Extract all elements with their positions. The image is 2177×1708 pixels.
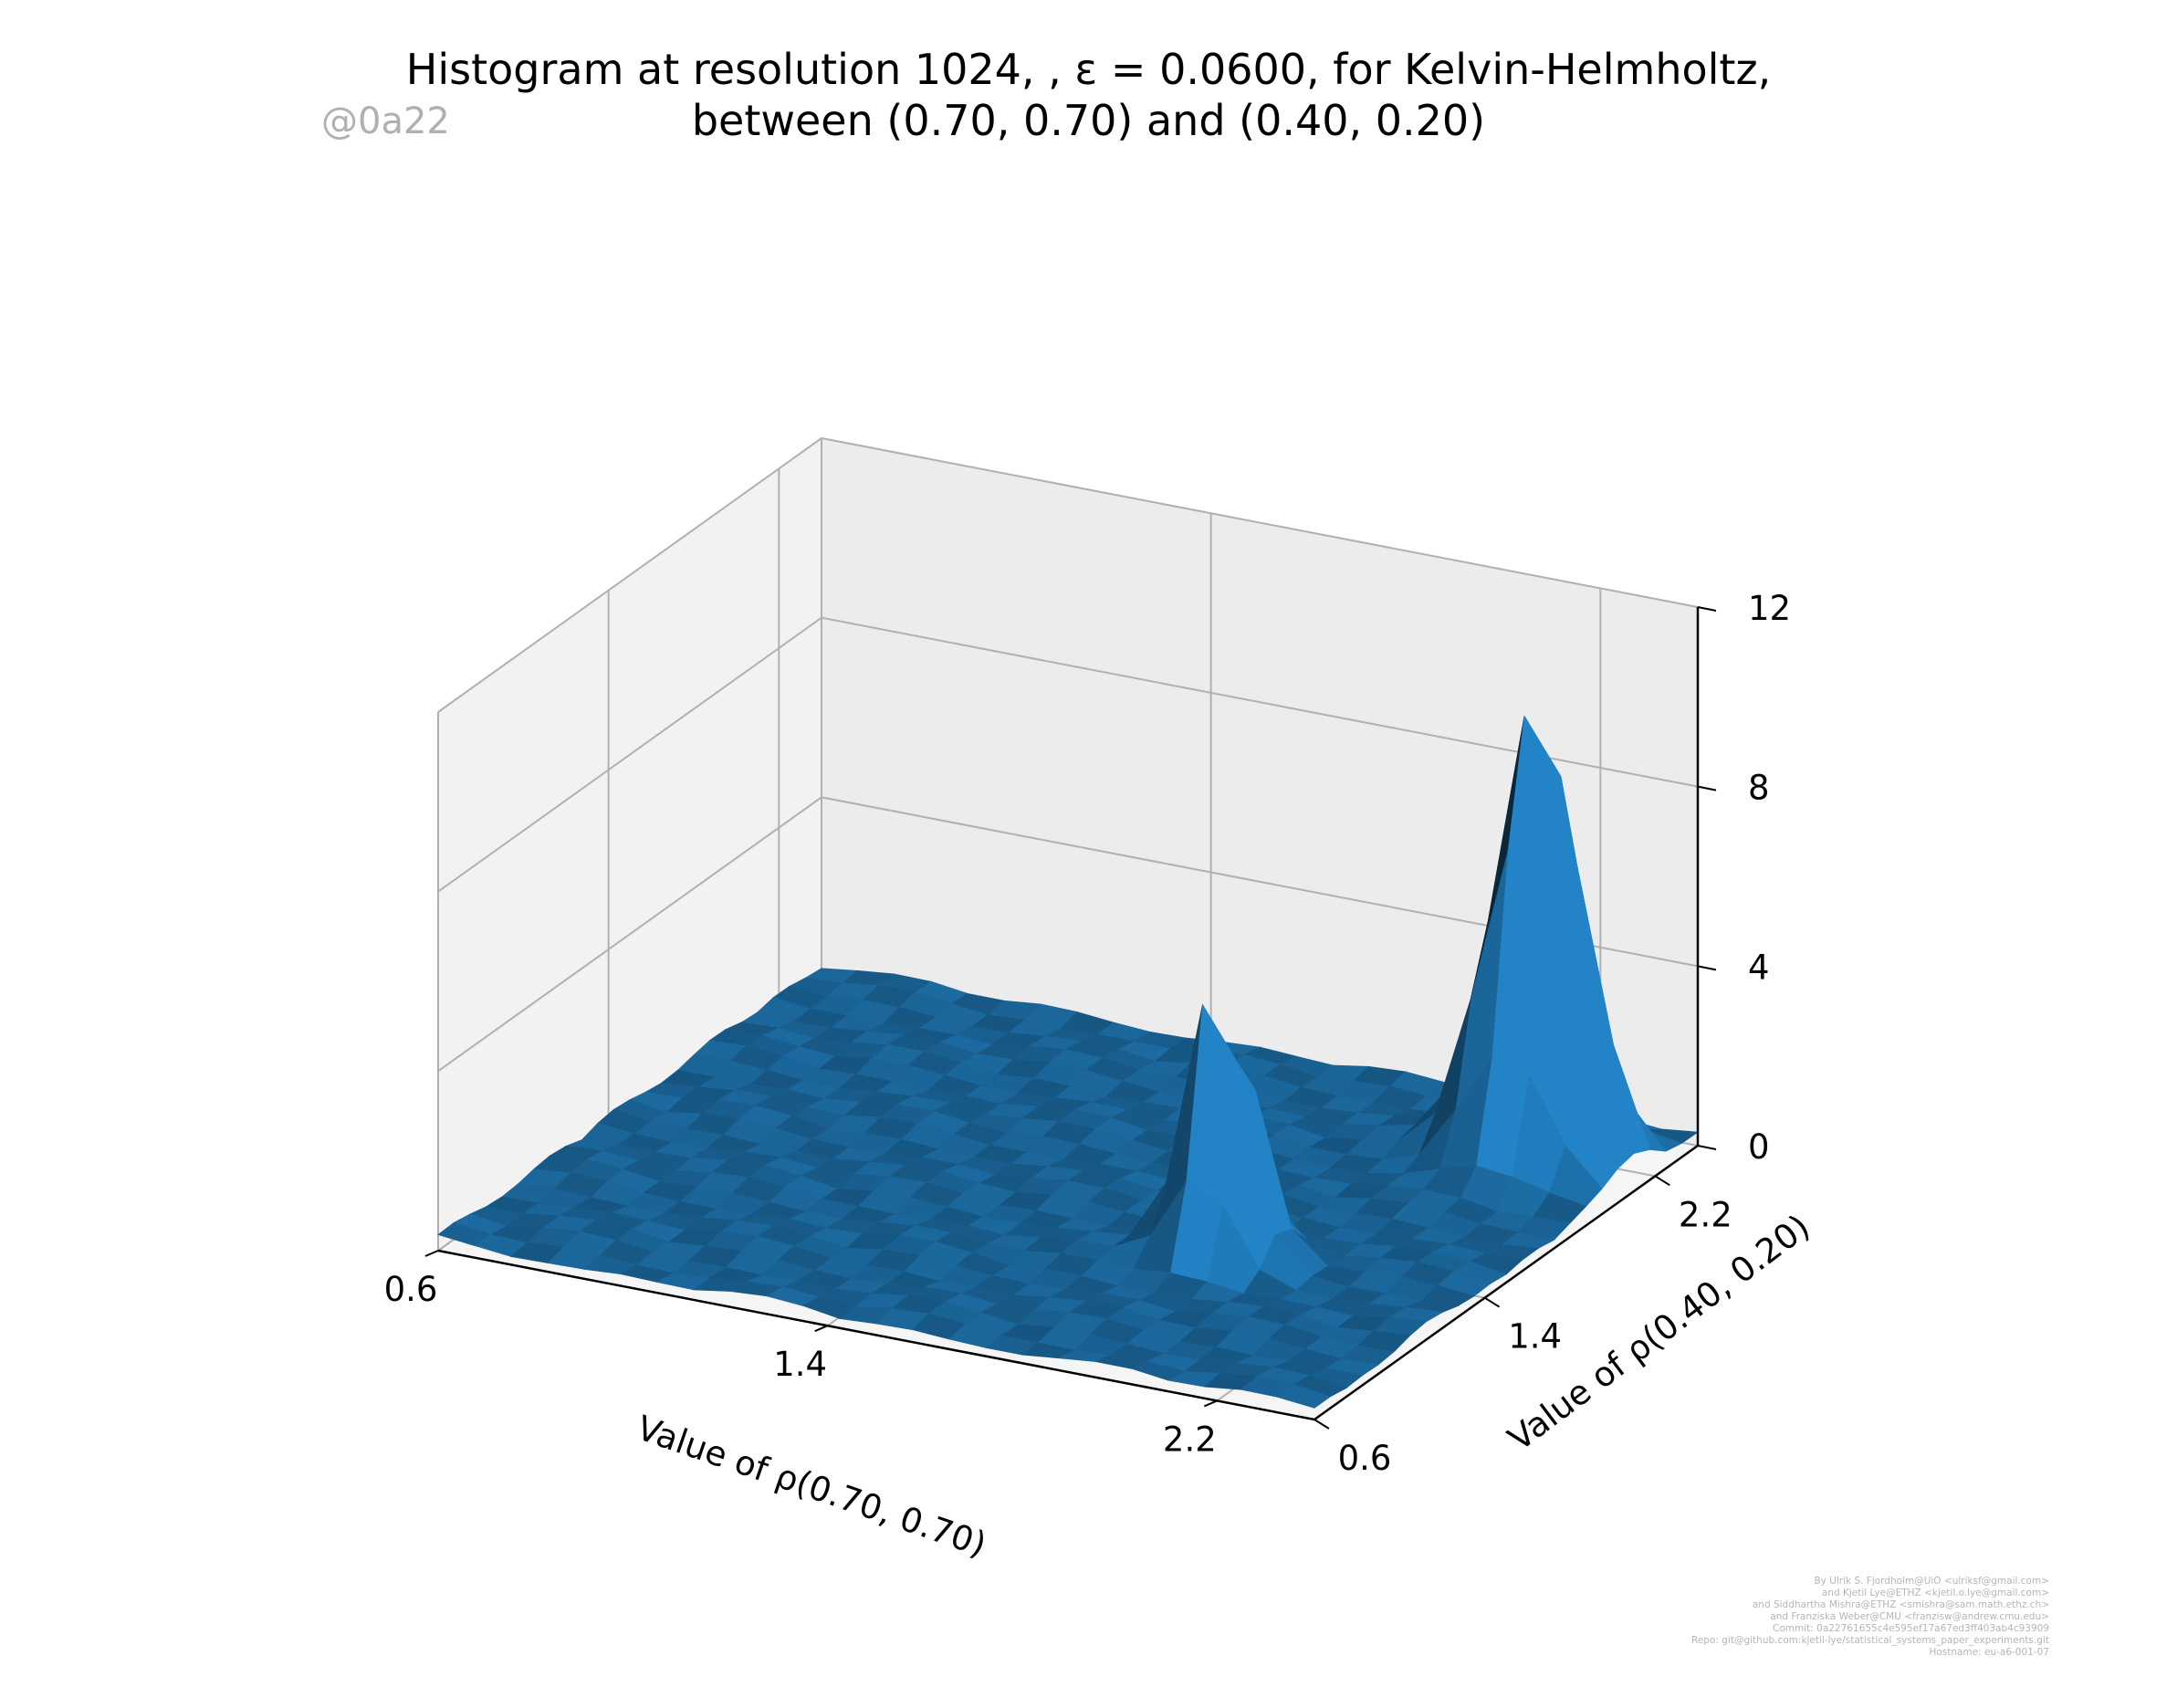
credit-line: and Kjetil Lye@ETHZ <kjetil.o.lye@gmail.… [1821, 1587, 2049, 1598]
z-tick [1697, 1145, 1717, 1150]
z-grid-line [437, 796, 1699, 1073]
y-tick-label: 1.4 [1508, 1317, 1562, 1357]
credit-line: By Ulrik S. Fjordholm@UiO <ulriksf@gmail… [1814, 1576, 2049, 1587]
y-tick [1484, 1296, 1501, 1308]
x-tick-label: 2.2 [1163, 1420, 1217, 1459]
chart-title-line-1: Histogram at resolution 1024, , ε = 0.06… [405, 45, 1772, 94]
x-tick-label: 0.6 [384, 1270, 438, 1309]
y-tick [1314, 1419, 1330, 1430]
axis-lines [424, 606, 1717, 1430]
y-tick-label: 2.2 [1679, 1195, 1732, 1234]
z-tick-label: 4 [1748, 948, 1770, 987]
x-tick [424, 1250, 439, 1257]
z-grid-line [437, 616, 1699, 893]
chart-title-line-2: between (0.70, 0.70) and (0.40, 0.20) [691, 96, 1486, 145]
x-tick [1203, 1399, 1218, 1408]
z-tick [1697, 785, 1717, 791]
credit-line: and Franziska Weber@CMU <franzisw@andrew… [1770, 1611, 2049, 1622]
y-axis-line [1314, 1144, 1699, 1421]
x-tick [814, 1325, 829, 1333]
z-tick-label: 8 [1748, 769, 1770, 808]
z-tick-label: 12 [1748, 589, 1791, 628]
credit-line: Repo: git@github.com:kjetil-lye/statisti… [1691, 1635, 2049, 1646]
credit-line: and Siddhartha Mishra@ETHZ <smishra@sam.… [1752, 1599, 2049, 1610]
surface-mesh [437, 715, 1700, 1409]
x-axis-label: Value of ρ(0.70, 0.70) [632, 1409, 991, 1565]
tick-labels: 0.6 1.4 2.2 0.6 1.4 2.2 0 4 8 12 [384, 589, 1792, 1478]
surface-facet [1277, 1384, 1332, 1409]
commit-watermark: @0a22 [321, 100, 450, 142]
z-tick [1697, 606, 1717, 612]
z-tick [1697, 965, 1717, 971]
credit-line: Commit: 0a22761655c4e595ef17a67ed3ff403a… [1773, 1623, 2049, 1634]
y-tick [1654, 1175, 1670, 1187]
y-tick-label: 0.6 [1338, 1439, 1392, 1478]
z-grid-line [437, 436, 1699, 713]
x-tick-label: 1.4 [773, 1345, 827, 1384]
credit-line: Hostname: eu-a6-001-07 [1929, 1647, 2049, 1658]
x-axis-line [437, 1249, 1315, 1421]
z-tick-label: 0 [1748, 1127, 1770, 1167]
credits-block: By Ulrik S. Fjordholm@UiO <ulriksf@gmail… [1691, 1576, 2049, 1659]
